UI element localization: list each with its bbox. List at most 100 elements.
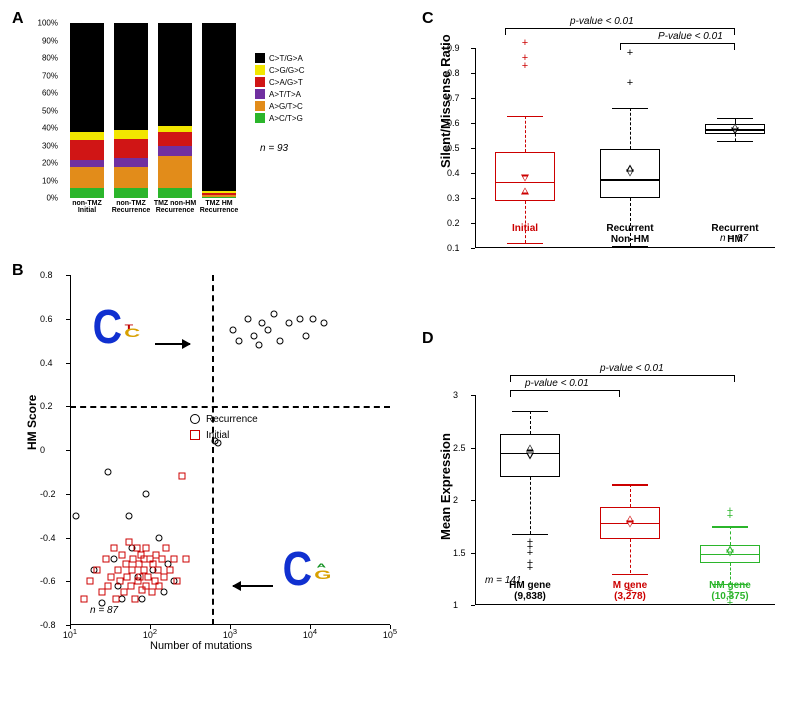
seqlogo-top: CTC [90,300,143,355]
legend-item: C>A/G>T [255,77,305,87]
panel-d-m-note: m = 141 [485,575,521,586]
panel-a-xlabel: TMZ non-HMRecurrence [152,200,198,215]
ytick: 3 [453,390,458,400]
ytick: 1 [453,600,458,610]
bracket-d1 [510,375,735,376]
scatter-point-recurrence [236,337,243,344]
legend-item: A>C/T>G [255,113,305,123]
panel-c-x-axis [475,247,775,248]
scatter-point-initial [121,589,128,596]
bar-segment [158,146,192,157]
bar-segment [114,130,148,139]
outlier: + [522,37,528,49]
legend-swatch [255,113,265,123]
box-xlabel: Initial [485,223,565,234]
ytick: 2 [453,495,458,505]
bar-column [158,23,192,198]
legend-item: Recurrence [190,412,258,426]
bracket-d2 [510,390,620,391]
ytick: 0.3 [447,193,460,203]
outlier: + [627,77,633,89]
bar-segment [202,23,236,191]
ytick: 0.5 [447,143,460,153]
ytick: 0.1 [447,243,460,253]
bar-column [70,23,104,198]
panel-a-ytick: 10% [42,176,58,185]
bar-segment [202,195,236,198]
panel-d-plot-area: 11.522.53+++++++++++ [475,395,775,605]
panel-a-ytick: 20% [42,159,58,168]
scatter-point-recurrence [126,512,133,519]
scatter-point-initial [167,567,174,574]
legend-label: A>G/T>C [269,102,303,111]
box-xlabel: NM gene(10,375) [690,580,770,602]
panel-a-n-note: n = 93 [260,143,288,154]
legend-label: Initial [206,430,229,441]
bracket-c1 [505,28,735,29]
legend-marker [190,414,200,424]
scatter-point-initial [102,556,109,563]
outlier: + [627,47,633,59]
seqlogo-bottom: CAG [280,542,337,597]
ytick: 0.2 [447,218,460,228]
panel-a-ytick: 60% [42,89,58,98]
outlier: + [727,505,733,517]
legend-label: Recurrence [206,414,258,425]
scatter-point-initial [87,578,94,585]
bar-segment [114,188,148,199]
legend-item: Initial [190,428,258,442]
scatter-point-initial [113,595,120,602]
scatter-point-recurrence [321,320,328,327]
panel-b-ytick: -0.2 [40,489,56,499]
panel-a-ytick: 0% [46,194,58,203]
scatter-point-initial [163,545,170,552]
panel-label-d: D [422,330,434,348]
arrow-top [155,343,190,345]
bar-segment [158,23,192,126]
panel-a-chart-area [65,23,245,198]
pvalue-c2: P-value < 0.01 [658,31,723,42]
scatter-point-recurrence [310,315,317,322]
scatter-point-initial [156,582,163,589]
panel-b-n-note: n = 87 [90,605,118,616]
panel-b-y-axis [70,275,71,625]
panel-b-ytick: 0.4 [40,358,53,368]
legend-swatch [255,77,265,87]
scatter-point-recurrence [156,534,163,541]
scatter-point-initial [115,567,122,574]
panel-c-n-note: n = 87 [720,233,748,244]
scatter-point-initial [116,578,123,585]
legend-label: A>T/T>A [269,90,301,99]
box-xlabel: M gene(3,278) [590,580,670,602]
bar-segment [158,132,192,146]
pvalue-d2: p-value < 0.01 [525,378,589,389]
scatter-point-initial [105,582,112,589]
scatter-point-initial [124,573,131,580]
scatter-point-recurrence [286,320,293,327]
panel-d-ylabel: Mean Expression [438,433,453,540]
bar-segment [70,188,104,199]
panel-a-ytick: 70% [42,71,58,80]
scatter-point-recurrence [258,320,265,327]
panel-b-ytick: -0.8 [40,620,56,630]
scatter-point-recurrence [161,589,168,596]
bar-segment [70,132,104,141]
pvalue-c1: p-value < 0.01 [570,16,634,27]
bar-segment [202,197,236,198]
panel-a-y-axis: 0%10%20%30%40%50%60%70%80%90%100% [30,23,60,198]
scatter-point-initial [110,545,117,552]
outlier: + [522,52,528,64]
legend-item: C>T/G>A [255,53,305,63]
box-xlabel: RecurrentNon-HM [590,223,670,245]
panel-b-legend: Recurrence Initial [190,410,258,444]
figure-root: A B C D 0%10%20%30%40%50%60%70%80%90%100… [10,10,790,691]
ytick: 2.5 [453,443,466,453]
panel-d-boxplot: Mean Expression 11.522.53+++++++++++ HM … [430,365,790,665]
bar-column [114,23,148,198]
ytick: 0.4 [447,168,460,178]
panel-a-legend: C>T/G>AC>G/G>CC>A/G>TA>T/T>AA>G/T>CA>C/T… [255,53,305,125]
ytick: 1.5 [453,548,466,558]
scatter-point-recurrence [105,468,112,475]
legend-swatch [255,65,265,75]
scatter-point-initial [81,595,88,602]
